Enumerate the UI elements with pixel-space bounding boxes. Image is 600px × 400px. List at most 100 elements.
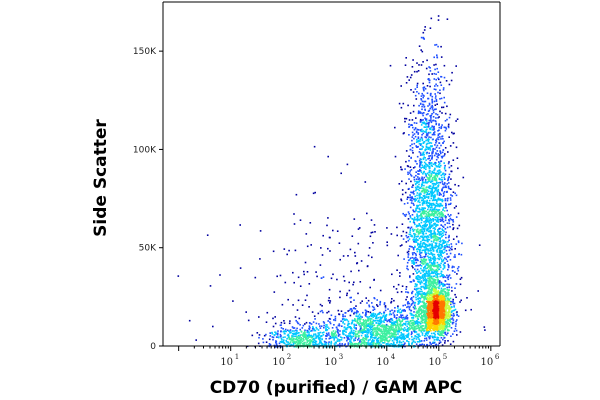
data-point (418, 335, 420, 337)
data-point (422, 142, 425, 144)
data-point (423, 230, 426, 232)
data-point (443, 207, 445, 209)
data-point (435, 142, 437, 144)
data-point (437, 182, 440, 184)
data-point (430, 175, 432, 177)
data-point (431, 248, 434, 251)
data-point (450, 188, 452, 190)
data-points (177, 15, 486, 348)
data-point (426, 293, 429, 295)
data-point (424, 157, 426, 159)
data-point (444, 164, 446, 167)
data-point (383, 338, 386, 341)
data-point (361, 342, 363, 344)
data-point (419, 335, 421, 337)
data-point (438, 297, 440, 300)
data-point (444, 310, 447, 313)
data-point (413, 178, 416, 181)
data-point (442, 264, 445, 266)
data-point (459, 331, 462, 333)
data-point (437, 304, 439, 306)
data-point (408, 134, 410, 136)
data-point (434, 242, 437, 244)
data-point (448, 116, 451, 119)
data-point (417, 140, 420, 143)
data-point (436, 276, 439, 278)
data-point (423, 217, 425, 219)
data-point (442, 284, 444, 287)
data-point (440, 193, 442, 196)
data-point (399, 323, 401, 326)
data-point (353, 323, 356, 326)
data-point (410, 169, 413, 171)
data-point (430, 272, 433, 275)
data-point (437, 264, 439, 266)
data-point (364, 331, 367, 333)
data-point (416, 310, 418, 313)
data-point (426, 176, 428, 179)
data-point (419, 243, 421, 246)
data-point (414, 228, 416, 231)
data-point (449, 247, 452, 250)
data-point (419, 111, 421, 113)
data-point (376, 334, 378, 337)
data-point (419, 217, 422, 220)
data-point (411, 186, 413, 188)
data-point (417, 318, 420, 321)
data-point (438, 293, 440, 296)
data-point (425, 236, 428, 239)
data-point (436, 261, 439, 264)
data-point (389, 312, 391, 315)
data-point (394, 155, 397, 158)
data-point (450, 300, 452, 303)
data-point (443, 323, 446, 326)
data-point (417, 336, 420, 339)
data-point (423, 327, 426, 330)
data-point (434, 97, 437, 99)
data-point (409, 216, 412, 219)
data-point (354, 318, 356, 320)
data-point (416, 224, 419, 227)
data-point (425, 216, 428, 219)
data-point (435, 205, 437, 207)
data-point (432, 292, 435, 295)
data-point (436, 155, 438, 158)
data-point (444, 233, 447, 236)
data-point (446, 253, 448, 255)
data-point (423, 239, 426, 242)
data-point (421, 251, 423, 254)
data-point (374, 327, 377, 329)
data-point (440, 127, 442, 130)
data-point (442, 331, 444, 334)
data-point (433, 126, 435, 128)
data-point (431, 289, 433, 292)
data-point (432, 294, 435, 297)
data-point (409, 166, 412, 168)
data-point (433, 224, 436, 226)
data-point (446, 329, 449, 332)
data-point (343, 323, 346, 325)
data-point (438, 334, 441, 337)
data-point (377, 339, 380, 342)
data-point (345, 327, 348, 329)
data-point (444, 308, 446, 311)
data-point (436, 175, 439, 178)
data-point (436, 192, 439, 194)
data-point (426, 227, 429, 230)
data-point (419, 112, 422, 114)
data-point (444, 169, 447, 172)
data-point (407, 211, 410, 213)
data-point (430, 300, 432, 303)
data-point (427, 287, 429, 289)
data-point (418, 196, 421, 199)
data-point (359, 327, 362, 330)
data-point (421, 320, 424, 322)
data-point (426, 324, 429, 326)
data-point (401, 317, 403, 319)
data-point (442, 149, 444, 151)
data-point (448, 305, 450, 307)
data-point (417, 294, 419, 296)
data-point (397, 311, 399, 313)
data-point (440, 300, 443, 302)
data-point (442, 142, 444, 144)
